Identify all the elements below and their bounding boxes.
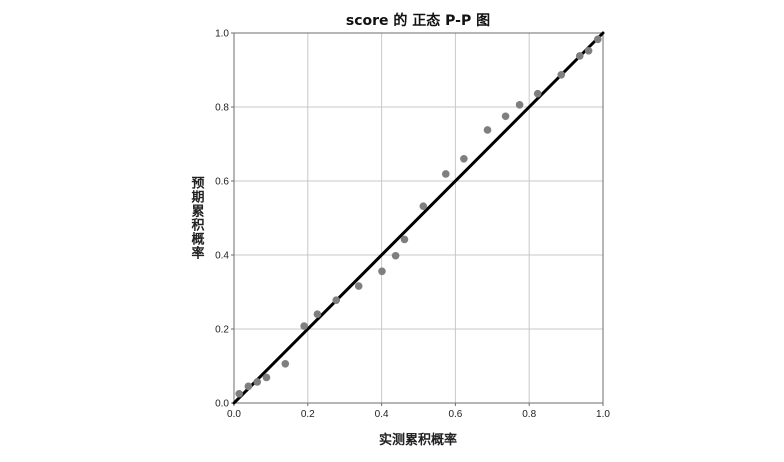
data-point <box>594 35 602 44</box>
y-tick-label: 1.0 <box>215 29 229 40</box>
y-tick-label: 0.2 <box>215 325 229 336</box>
data-point <box>501 112 510 121</box>
data-point <box>575 52 584 60</box>
data-point <box>442 170 450 178</box>
x-tick-label: 1.0 <box>596 409 610 420</box>
x-tick-label: 0.2 <box>301 409 315 420</box>
tick-labels: 0.0 0.2 0.4 0.6 0.8 1.0 0.0 0.2 0.4 0.6 0.8 1.0 <box>215 29 610 421</box>
data-point <box>262 373 271 382</box>
y-tick-label: 0.0 <box>215 399 229 410</box>
data-point <box>483 126 492 134</box>
y-axis-label: 预期累积概率 <box>189 176 205 260</box>
x-axis-label: 实测累积概率 <box>379 432 457 448</box>
chart-title: score 的 正态 P-P 图 <box>346 12 490 29</box>
plot-frame <box>233 32 604 404</box>
reference-line <box>232 31 605 405</box>
data-point <box>557 71 566 79</box>
data-point <box>281 359 290 368</box>
data-point <box>253 378 262 386</box>
y-tick-label: 0.4 <box>215 251 229 262</box>
data-point <box>584 46 593 55</box>
data-point <box>354 282 363 290</box>
y-tick-label: 0.8 <box>215 103 229 114</box>
y-tick-label: 0.6 <box>215 177 229 188</box>
data-point <box>313 310 322 319</box>
x-tick-label: 0.8 <box>522 409 536 420</box>
data-point <box>244 382 253 391</box>
data-point <box>235 389 243 398</box>
data-point <box>378 267 386 276</box>
data-points <box>235 35 602 398</box>
data-point <box>300 322 308 330</box>
data-point <box>419 202 428 210</box>
data-point <box>391 251 400 260</box>
data-point <box>533 89 542 98</box>
data-point <box>400 235 409 244</box>
x-tick-label: 0.6 <box>448 409 462 420</box>
data-point <box>460 155 468 163</box>
data-point <box>332 296 341 304</box>
x-tick-label: 0.0 <box>227 409 241 420</box>
x-tick-label: 0.4 <box>375 409 389 420</box>
data-point <box>515 100 524 109</box>
